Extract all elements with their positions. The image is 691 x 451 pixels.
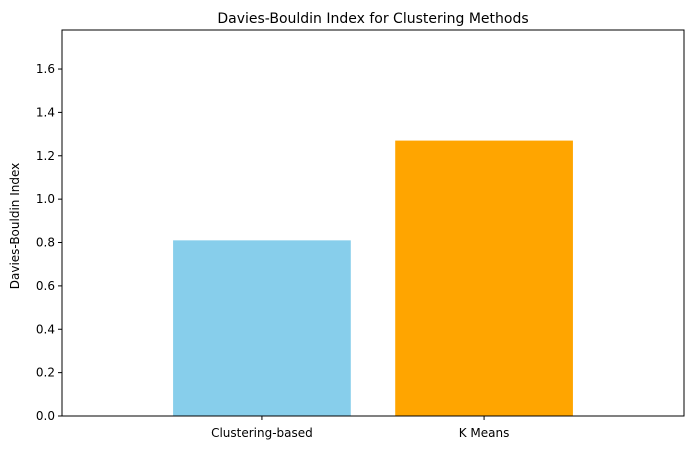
plot-frame <box>61 29 685 417</box>
x-tick-label: Clustering-based <box>211 426 313 440</box>
y-tick-label: 0.0 <box>36 409 55 423</box>
chart-title: Davies-Bouldin Index for Clustering Meth… <box>217 11 528 27</box>
y-tick-label: 1.4 <box>36 105 55 119</box>
bar-k-means <box>395 140 573 416</box>
y-axis-label: Davies-Bouldin Index <box>8 163 22 290</box>
bars-group <box>173 140 573 416</box>
y-tick-label: 1.6 <box>36 62 55 76</box>
y-tick-label: 0.8 <box>36 236 55 250</box>
y-ticks-group: 0.0 0.2 0.4 0.6 0.8 1.0 1.2 1.4 1.6 <box>36 62 62 423</box>
x-ticks-group: Clustering-based K Means <box>211 416 509 440</box>
y-tick-label: 1.0 <box>36 192 55 206</box>
bar-clustering-based <box>173 240 351 416</box>
y-tick-label: 0.2 <box>36 366 55 380</box>
y-tick-label: 0.6 <box>36 279 55 293</box>
x-tick-label: K Means <box>459 426 510 440</box>
y-tick-label: 1.2 <box>36 149 55 163</box>
y-tick-label: 0.4 <box>36 322 55 336</box>
